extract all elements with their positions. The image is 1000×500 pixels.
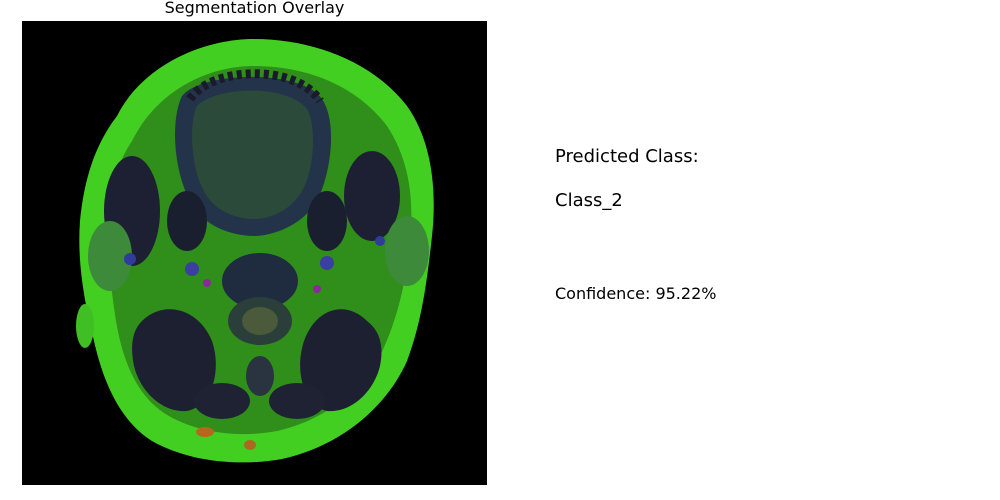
left-pterygoid: [167, 191, 207, 251]
mri-axial-slice: [22, 21, 487, 485]
right-neck-muscle: [300, 309, 382, 412]
right-posterior-muscle: [269, 383, 325, 419]
highlight-spot: [244, 440, 256, 450]
confidence-label: Confidence: 95.22%: [555, 284, 717, 303]
left-parotid: [88, 221, 132, 291]
predicted-class-value: Class_2: [555, 190, 623, 211]
predicted-class-heading: Predicted Class:: [555, 146, 699, 167]
right-vessel-small: [313, 285, 321, 293]
left-neck-muscle: [132, 309, 216, 412]
ear-lobe: [76, 304, 94, 348]
right-masseter: [344, 151, 400, 241]
left-vessel-small: [203, 279, 211, 287]
left-parotid-vessel: [124, 253, 136, 265]
right-parotid: [385, 216, 429, 286]
left-vessel: [185, 262, 199, 276]
teeth-row: [186, 69, 324, 104]
segmentation-overlay-image: [22, 21, 487, 485]
spinous-process: [246, 356, 274, 396]
highlight-spot: [196, 427, 214, 437]
spinal-canal: [242, 307, 278, 335]
left-posterior-muscle: [194, 383, 250, 419]
tongue: [192, 90, 314, 219]
pharynx: [222, 253, 298, 309]
right-pterygoid: [307, 191, 347, 251]
right-parotid-vessel: [375, 236, 385, 246]
right-vessel: [320, 256, 334, 270]
overlay-title: Segmentation Overlay: [164, 0, 345, 17]
